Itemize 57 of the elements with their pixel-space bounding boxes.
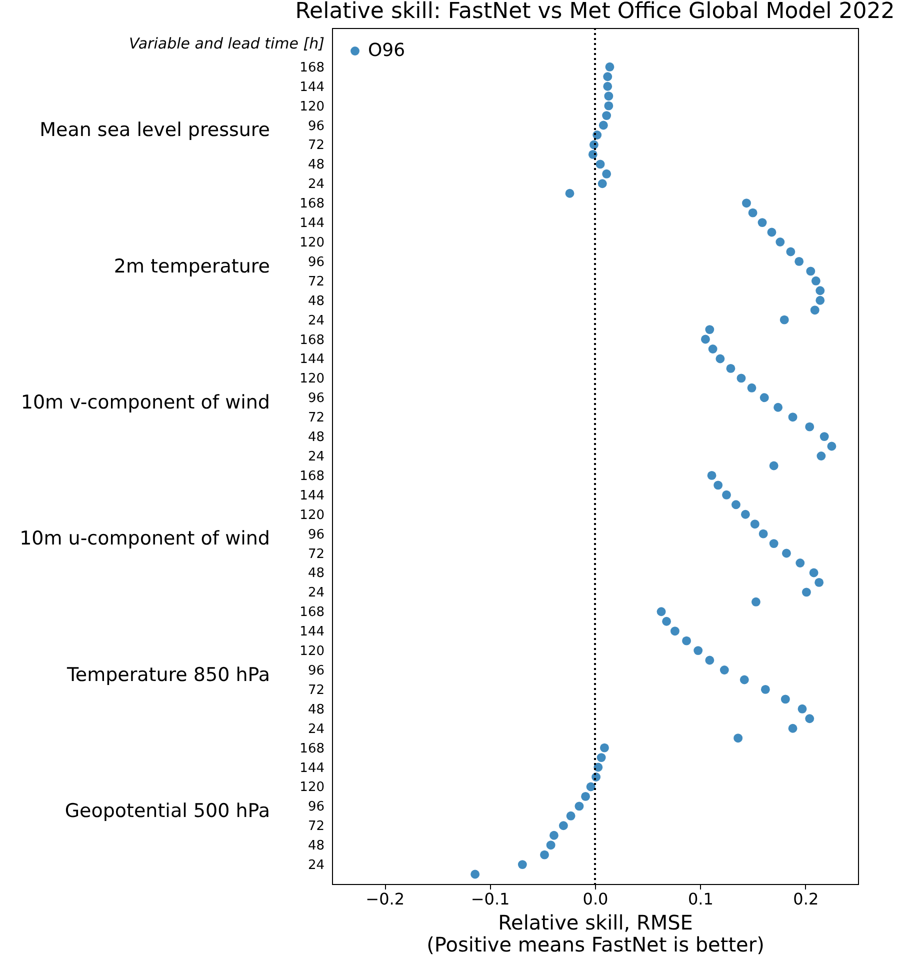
y-tick-label: 144 bbox=[300, 760, 324, 776]
y-tick-label: 120 bbox=[300, 372, 324, 387]
text: Temperature 850 hPa bbox=[66, 664, 270, 686]
y-tick-label: 96 bbox=[308, 527, 324, 542]
x-tick-label: 0.1 bbox=[688, 890, 714, 908]
x-tick-label: −0.2 bbox=[366, 890, 405, 908]
y-tick-label: 24 bbox=[308, 722, 324, 737]
y-tick-label: 72 bbox=[308, 410, 324, 426]
y-tick-label: 144 bbox=[300, 488, 324, 504]
y-tick-label: 48 bbox=[308, 838, 324, 854]
y-tick-label: 96 bbox=[308, 800, 324, 815]
y-tick-label: 24 bbox=[308, 177, 324, 192]
y-tick-label: 120 bbox=[300, 236, 324, 250]
y-tick-label: 120 bbox=[300, 644, 324, 660]
y-tick-label: 48 bbox=[308, 294, 324, 309]
y-tick-label: 120 bbox=[300, 780, 324, 796]
y-tick-label: 96 bbox=[308, 254, 324, 270]
y-tick-label: 96 bbox=[308, 664, 324, 678]
y-tick-label: 72 bbox=[308, 138, 324, 154]
y-tick-label: 24 bbox=[308, 450, 324, 464]
y-tick-label: 168 bbox=[300, 741, 324, 756]
y-tick-label: 168 bbox=[300, 468, 324, 484]
y-tick-label: 144 bbox=[300, 352, 324, 368]
y-tick-label: 72 bbox=[308, 274, 324, 290]
y-tick-label: 48 bbox=[308, 158, 324, 173]
y-axis-title: Variable and lead time [h] bbox=[129, 34, 325, 52]
y-tick-label: 72 bbox=[308, 682, 324, 698]
legend-label: O96 bbox=[368, 40, 406, 61]
x-tick-label: −0.1 bbox=[470, 890, 510, 908]
y-tick-label: 48 bbox=[308, 566, 324, 582]
y-tick-label: 144 bbox=[300, 216, 324, 232]
y-tick-label: 24 bbox=[308, 586, 324, 601]
y-tick-label: 96 bbox=[308, 118, 324, 134]
text: 10m v-component of wind bbox=[20, 392, 270, 414]
y-tick-label: 168 bbox=[300, 196, 324, 212]
x-tick-label: 0.0 bbox=[582, 890, 608, 908]
y-tick-label: 24 bbox=[308, 858, 324, 874]
y-tick-label: 72 bbox=[308, 819, 324, 834]
y-tick-label: 120 bbox=[300, 508, 324, 523]
y-tick-label: 48 bbox=[308, 430, 324, 446]
y-tick-label: 168 bbox=[300, 332, 324, 348]
y-tick-label: 120 bbox=[300, 99, 324, 114]
y-tick-label: 48 bbox=[308, 702, 324, 718]
x-tick-label: 0.2 bbox=[793, 890, 819, 908]
text: Mean sea level pressure bbox=[40, 119, 270, 142]
y-tick-label: 168 bbox=[300, 60, 324, 76]
y-tick-label: 24 bbox=[308, 313, 324, 328]
text: 10m u-component of wind bbox=[20, 528, 270, 550]
text: 2m temperature bbox=[114, 255, 270, 278]
chart-title: Relative skill: FastNet vs Met Office Global Model 2022 bbox=[295, 0, 895, 24]
x-axis-title: Relative skill, RMSE (Positive means FastNet is better) bbox=[426, 910, 764, 956]
y-tick-label: 144 bbox=[300, 80, 324, 95]
text: Geopotential 500 hPa bbox=[64, 800, 270, 822]
y-tick-label: 72 bbox=[308, 546, 324, 562]
y-tick-label: 96 bbox=[308, 391, 324, 406]
y-tick-label: 144 bbox=[300, 624, 324, 640]
y-tick-label: 168 bbox=[300, 605, 324, 620]
